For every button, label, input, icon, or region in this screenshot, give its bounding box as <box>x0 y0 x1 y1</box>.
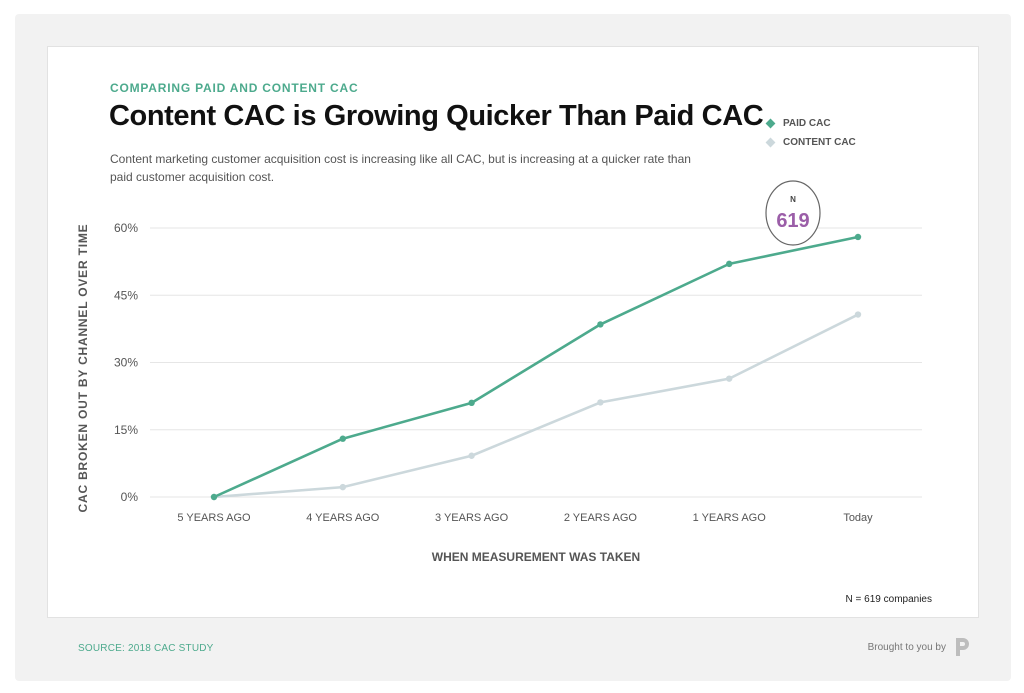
x-tick-label: Today <box>843 512 873 524</box>
credit: Brought to you by <box>868 636 971 658</box>
legend: PAID CAC CONTENT CAC <box>765 114 856 152</box>
legend-label-content: CONTENT CAC <box>783 137 856 148</box>
annotation-label: N <box>790 195 796 204</box>
annotation-circle <box>765 180 821 246</box>
sample-size-note: N = 619 companies <box>846 594 932 605</box>
y-tick-label: 0% <box>121 490 139 504</box>
data-point-paid <box>597 321 604 328</box>
data-point-content <box>339 483 346 491</box>
legend-label-paid: PAID CAC <box>783 118 831 129</box>
data-point-paid <box>339 435 346 442</box>
x-tick-label: 5 YEARS AGO <box>177 512 251 524</box>
x-tick-label: 2 YEARS AGO <box>564 512 638 524</box>
y-tick-label: 45% <box>114 288 138 302</box>
credit-text: Brought to you by <box>867 641 946 653</box>
chart-title: Content CAC is Growing Quicker Than Paid… <box>109 100 764 132</box>
y-axis-title: CAC BROKEN OUT BY CHANNEL OVER TIME <box>76 224 90 513</box>
n-annotation: N 619 <box>765 180 821 246</box>
x-tick-label: 3 YEARS AGO <box>435 512 509 524</box>
data-point-content <box>726 375 733 382</box>
data-point-paid <box>468 399 475 407</box>
series-layer <box>210 233 862 501</box>
y-tick-label: 15% <box>114 423 138 437</box>
data-point-content <box>597 399 604 406</box>
legend-item-paid: PAID CAC <box>765 114 856 133</box>
annotation-value: 619 <box>776 210 809 232</box>
y-tick-label: 60% <box>114 221 138 235</box>
data-point-paid <box>726 260 733 268</box>
legend-item-content: CONTENT CAC <box>765 133 856 152</box>
x-tick-label: 4 YEARS AGO <box>306 512 380 524</box>
data-point-paid <box>854 233 862 241</box>
source-text: SOURCE: 2018 CAC STUDY <box>78 643 214 654</box>
x-tick-label: 1 YEARS AGO <box>693 512 767 524</box>
data-point-content <box>468 452 475 459</box>
data-point-paid <box>210 493 218 501</box>
y-tick-label: 30% <box>114 356 138 370</box>
chart-subtitle: Content marketing customer acquisition c… <box>110 152 691 184</box>
eyebrow-label: COMPARING PAID AND CONTENT CAC <box>110 81 359 95</box>
data-point-content <box>854 311 862 318</box>
series-line-paid <box>213 235 859 499</box>
series-line-content <box>213 313 859 499</box>
label-layer: 0% 15% 30% 45% 60% 5 YEARS AGO 4 YEARS AGO 3 YE… <box>114 221 873 524</box>
x-axis-title: WHEN MEASUREMENT WAS TAKEN <box>432 550 640 564</box>
brand-logo-icon <box>956 638 969 656</box>
